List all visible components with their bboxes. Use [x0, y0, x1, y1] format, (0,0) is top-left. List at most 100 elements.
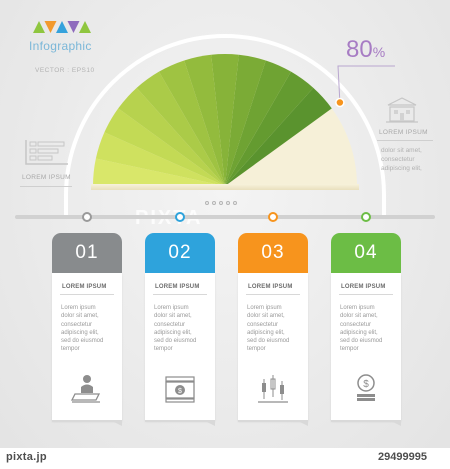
card-text-line: Lorem ipsum — [247, 305, 282, 311]
card-text-line: Lorem ipsum — [154, 305, 189, 311]
card-text-line: consectetur — [247, 321, 279, 328]
card-text-line: sed do eiusmod — [247, 338, 290, 345]
candlestick-chart-icon — [258, 375, 288, 403]
money-bills-icon: $ — [165, 376, 195, 403]
logo-triangle — [67, 21, 80, 33]
card-text: Lorem ipsum dolor sit amet, consectetur adi… — [340, 304, 396, 354]
card-title: LOREM IPSUM — [341, 284, 386, 290]
gauge-outer-ring — [64, 34, 386, 196]
card-number-tab: 03 — [238, 233, 308, 273]
svg-text:$: $ — [363, 379, 369, 390]
gauge-wedge — [104, 108, 225, 186]
step-card-3: 03 LOREM IPSUM Lorem ipsum dolor sit amet… — [238, 233, 308, 426]
card-text-line: Lorem ipsum — [340, 305, 375, 311]
card-text-line: dolor sit amet, — [247, 313, 285, 320]
gauge-wedge — [211, 53, 239, 186]
card-divider — [60, 294, 114, 295]
timeline-bar — [15, 215, 435, 219]
card-text-line: tempor — [154, 346, 173, 353]
pagination-dot — [212, 201, 216, 205]
gauge-wedge — [225, 60, 291, 186]
timeline-dot-2 — [175, 212, 185, 222]
percent-value: 80% — [346, 36, 385, 64]
pagination-dots — [205, 201, 237, 205]
timeline-dot-3 — [268, 212, 278, 222]
card-text-line: sed do eiusmod — [61, 338, 104, 345]
logo-triangles — [33, 21, 91, 33]
left-panel-divider — [20, 186, 72, 187]
pagination-dot — [219, 201, 223, 205]
gauge-wedge — [95, 132, 225, 186]
card-number-tab: 01 — [52, 233, 122, 273]
gauge-wedge — [136, 71, 225, 186]
card-divider — [153, 294, 207, 295]
card-text-line: sed do eiusmod — [340, 338, 383, 345]
card-divider — [339, 294, 393, 295]
card-body: LOREM IPSUM Lorem ipsum dolor sit amet, co… — [145, 273, 215, 420]
card-text-line: adipiscing elit, — [61, 329, 99, 336]
pagination-dot — [205, 201, 209, 205]
card-text-line: consectetur — [61, 321, 93, 328]
gauge-marker-dot — [335, 97, 345, 108]
logo-triangle — [79, 21, 91, 33]
card-number-tab: 04 — [331, 233, 401, 273]
card-title: LOREM IPSUM — [248, 284, 293, 290]
footer-brand: pixta.jp — [6, 451, 47, 463]
gauge-wedge — [92, 158, 225, 186]
right-panel-line: consectetur — [381, 156, 415, 163]
percent-number: 80 — [346, 36, 373, 63]
dollar-coin-icon: $ — [357, 374, 375, 401]
footer-bar — [0, 448, 450, 469]
person-desk-icon — [70, 375, 101, 403]
left-panel-label: LOREM IPSUM — [22, 174, 71, 181]
card-text-line: adipiscing elit, — [154, 329, 192, 336]
card-fold — [145, 420, 215, 426]
card-text-line: sed do eiusmod — [154, 338, 197, 345]
card-text-line: dolor sit amet, — [340, 313, 378, 320]
gauge-pointer-line — [337, 65, 395, 103]
card-text-line: dolor sit amet, — [154, 313, 192, 320]
svg-text:$: $ — [178, 388, 182, 395]
footer-image-number: 29499995 — [378, 451, 427, 463]
percent-sign: % — [372, 44, 386, 60]
right-panel-line: adipiscing elit, — [381, 165, 422, 172]
infographic-title: Infographic — [29, 39, 92, 53]
step-card-2: 02 LOREM IPSUM Lorem ipsum dolor sit amet… — [145, 233, 215, 426]
right-panel-label: LOREM IPSUM — [379, 129, 428, 136]
card-text-line: adipiscing elit, — [340, 329, 378, 336]
percentage-gauge — [64, 34, 395, 196]
card-body: LOREM IPSUM Lorem ipsum dolor sit amet, co… — [52, 273, 122, 420]
logo-triangle — [56, 21, 68, 33]
gauge-base — [91, 184, 359, 190]
gauge-wedge — [159, 60, 225, 186]
pagination-dot — [226, 201, 230, 205]
card-body: LOREM IPSUM Lorem ipsum dolor sit amet, co… — [238, 273, 308, 420]
card-text-line: tempor — [340, 346, 359, 353]
card-fold — [331, 420, 401, 426]
logo-triangle — [33, 21, 45, 33]
vector-subtitle: VECTOR : EPS10 — [35, 67, 95, 74]
timeline-dot-1 — [82, 212, 92, 222]
pagination-dot — [233, 201, 237, 205]
card-text: Lorem ipsum dolor sit amet, consectetur adi… — [247, 304, 303, 354]
card-title: LOREM IPSUM — [62, 284, 107, 290]
card-text-line: tempor — [247, 346, 266, 353]
gauge-fill-wedges — [92, 53, 332, 186]
card-fold — [238, 420, 308, 426]
card-number-tab: 02 — [145, 233, 215, 273]
gauge-wedge — [225, 54, 266, 186]
card-text-line: dolor sit amet, — [61, 313, 99, 320]
card-text-line: tempor — [61, 346, 80, 353]
step-card-1: 01 LOREM IPSUM Lorem ipsum dolor sit amet… — [52, 233, 122, 426]
step-card-4: 04 LOREM IPSUM Lorem ipsum dolor sit amet… — [331, 233, 401, 426]
card-text: Lorem ipsum dolor sit amet, consectetur adi… — [154, 304, 210, 354]
building-icon — [386, 97, 418, 123]
gauge-wedge — [225, 71, 314, 186]
gauge-wedge — [118, 87, 225, 186]
right-panel-text: dolor sit amet, consectetur adipiscing e… — [381, 146, 422, 173]
card-text-line: adipiscing elit, — [247, 329, 285, 336]
card-body: LOREM IPSUM Lorem ipsum dolor sit amet, co… — [331, 273, 401, 420]
card-title: LOREM IPSUM — [155, 284, 200, 290]
gauge-wedge — [184, 54, 225, 186]
bar-list-icon — [25, 140, 68, 165]
